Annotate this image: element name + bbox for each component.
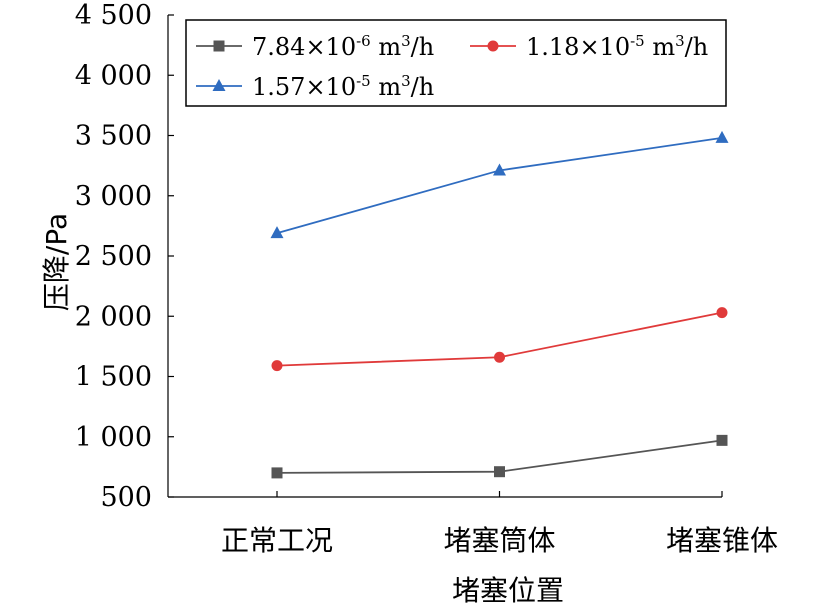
y-tick-label: 2 500 <box>75 241 152 272</box>
legend-label: 1.18×10-5 m3/h <box>526 32 708 61</box>
series-line <box>276 137 723 234</box>
series-2 <box>271 307 728 372</box>
x-tick-label: 堵塞筒体 <box>443 524 555 557</box>
y-tick-label: 2 000 <box>75 301 152 332</box>
legend-swatch-marker <box>212 79 226 91</box>
legend-entry: 1.18×10-5 m3/h <box>470 32 708 61</box>
data-point <box>270 226 284 239</box>
data-point <box>716 434 728 446</box>
legend-entry: 7.84×10-6 m3/h <box>196 32 434 61</box>
y-axis-ticks: 500 1 000 1 500 2 000 2 500 3 000 3 500 4 000 4 … <box>75 0 174 513</box>
data-point <box>494 351 505 363</box>
legend-label: 7.84×10-6 m3/h <box>252 32 434 61</box>
series-group <box>270 130 729 479</box>
series-1 <box>271 434 728 479</box>
legend-label: 1.57×10-5 m3/h <box>252 72 434 101</box>
data-point <box>493 163 506 176</box>
data-point <box>716 307 728 319</box>
x-axis-ticks: 正常工况 堵塞筒体 堵塞锥体 <box>221 491 778 557</box>
legend: 7.84×10-6 m3/h 1.18×10-5 m3/h 1.57×10-5 m3… <box>185 19 727 107</box>
x-tick-label: 正常工况 <box>221 524 333 557</box>
y-tick-label: 1 500 <box>75 362 152 393</box>
data-point <box>271 360 283 372</box>
data-point <box>271 467 283 479</box>
y-tick-label: 500 <box>100 482 152 513</box>
data-point <box>715 130 729 143</box>
y-tick-label: 4 500 <box>75 0 152 31</box>
y-tick-label: 4 000 <box>75 60 152 91</box>
series-3 <box>270 130 729 239</box>
legend-box <box>185 19 727 107</box>
legend-swatch-marker <box>487 40 499 52</box>
y-tick-label: 3 500 <box>75 121 152 152</box>
legend-entry: 1.57×10-5 m3/h <box>196 72 434 101</box>
y-axis-title: 压降/Pa <box>40 213 73 311</box>
x-axis-title: 堵塞位置 <box>452 574 564 607</box>
legend-swatch-marker <box>213 40 225 52</box>
y-tick-label: 3 000 <box>75 181 152 212</box>
y-tick-label: 1 000 <box>75 422 152 453</box>
x-tick-label: 堵塞锥体 <box>666 524 778 557</box>
data-point <box>494 466 505 478</box>
